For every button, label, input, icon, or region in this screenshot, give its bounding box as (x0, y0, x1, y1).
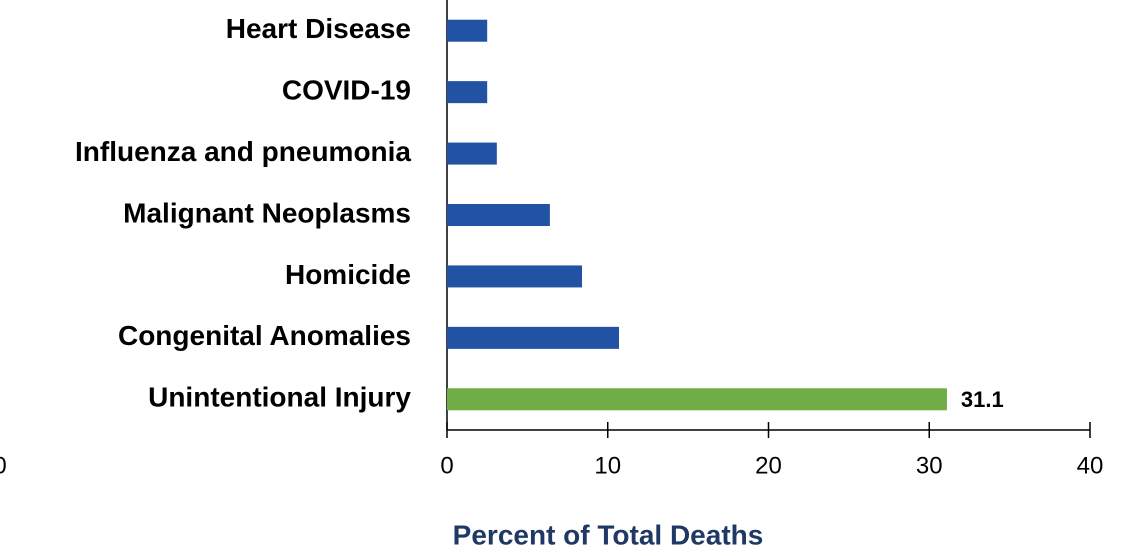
bar (447, 204, 550, 226)
y-tick-label: Unintentional Injury (148, 382, 411, 413)
x-tick-label: 30 (916, 452, 943, 479)
y-tick-label: Malignant Neoplasms (123, 197, 411, 228)
x-axis-title: Percent of Total Deaths (453, 519, 764, 550)
x-tick-label: 0 (440, 452, 453, 479)
x-tick-label: 20 (755, 452, 782, 479)
y-tick-label: Homicide (285, 259, 411, 290)
bar (447, 388, 947, 411)
y-tick-label: Congenital Anomalies (118, 320, 411, 351)
bar (447, 142, 497, 165)
y-tick-label: COVID-19 (282, 75, 411, 106)
bar (447, 19, 488, 42)
x-tick-label: 10 (594, 452, 621, 479)
x-tick-label: 40 (1077, 452, 1104, 479)
bar (447, 81, 488, 104)
y-tick-label: Heart Disease (226, 13, 411, 44)
value-label: 31.1 (961, 387, 1004, 412)
annotation: 0 (0, 452, 7, 479)
bar (447, 326, 620, 349)
y-tick-label: Influenza and pneumonia (75, 136, 411, 167)
bar (447, 265, 583, 288)
